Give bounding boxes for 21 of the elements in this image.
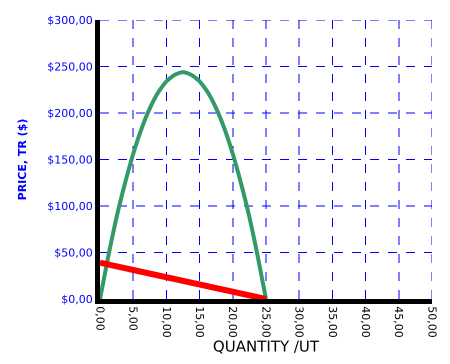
x-tick-label: 0,00 [93, 306, 106, 331]
y-tick-label: $50,00 [54, 246, 93, 260]
x-tick-label: 30,00 [292, 306, 306, 338]
y-axis-title: PRICE, TR ($) [16, 118, 29, 200]
x-tick-label: 15,00 [193, 306, 206, 338]
x-tick-label: 20,00 [226, 306, 240, 338]
y-tick-label: $150,00 [47, 153, 93, 166]
y-tick-label: $300,00 [47, 14, 93, 27]
x-tick-label: 40,00 [359, 306, 372, 338]
x-tick-label: 10,00 [160, 306, 173, 338]
y-tick-label: $0,00 [61, 292, 93, 306]
x-tick-label: 5,00 [126, 306, 140, 331]
x-tick-label: 35,00 [326, 306, 339, 338]
x-tick-label: 50,00 [425, 306, 438, 338]
x-tick-label: 25,00 [259, 306, 272, 338]
x-axis-title: QUANTITY /UT [212, 338, 320, 356]
y-tick-label: $100,00 [47, 200, 93, 213]
x-tick-label: 45,00 [392, 306, 406, 338]
y-tick-label: $250,00 [47, 60, 93, 74]
line-series [100, 70, 268, 299]
y-tick-label: $200,00 [47, 106, 93, 120]
